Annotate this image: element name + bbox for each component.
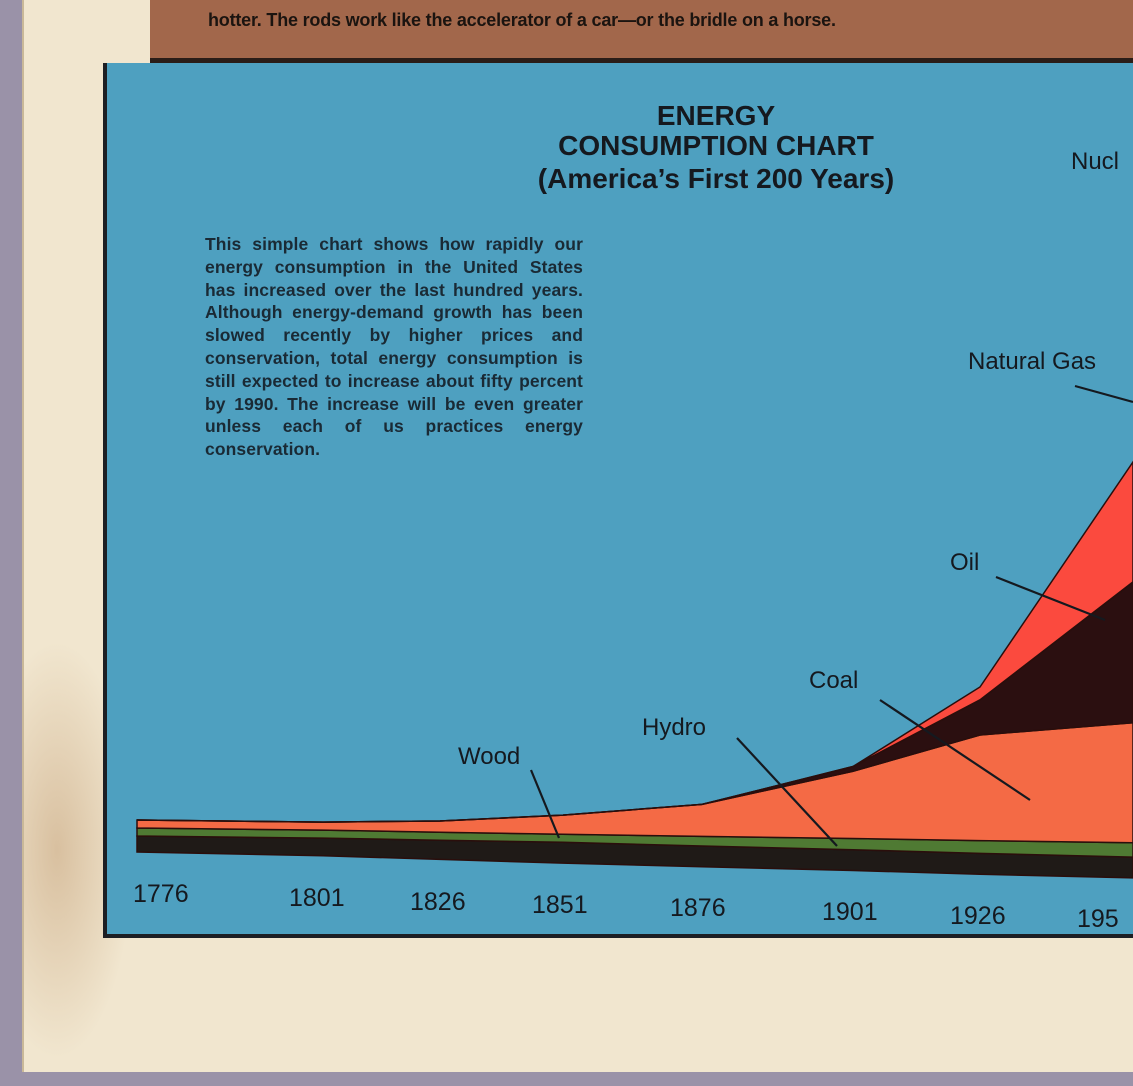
chart-title-line-1: ENERGY [656, 100, 776, 131]
series-label-natural-gas: Natural Gas [968, 348, 1097, 375]
chart-title-line-2: CONSUMPTION CHART [558, 130, 874, 161]
area-series-natural-gas [136, 460, 1133, 823]
x-tick-1776: 1776 [133, 880, 189, 908]
x-tick-1801: 1801 [289, 884, 345, 912]
series-label-wood: Wood [458, 743, 521, 770]
series-label-nuclear: Nucl [1071, 148, 1120, 175]
series-label-oil: Oil [950, 549, 980, 576]
leader-line-coal [879, 699, 1031, 801]
series-label-coal: Coal [809, 667, 859, 694]
x-tick-1851: 1851 [532, 891, 588, 919]
leader-line-hydro [736, 737, 838, 847]
chart-description: This simple chart shows how rapidly our … [205, 234, 583, 460]
x-tick-1826: 1826 [410, 888, 466, 916]
area-series-coal [136, 721, 1133, 844]
chart-title-line-3: (America’s First 200 Years) [537, 163, 895, 194]
leader-line-wood [529, 769, 561, 839]
x-tick-1951: 195 [1077, 905, 1119, 933]
x-tick-1926: 1926 [950, 902, 1006, 930]
leader-line-natural-gas [1074, 384, 1133, 404]
series-label-hydro: Hydro [642, 714, 707, 741]
x-tick-1876: 1876 [670, 894, 726, 922]
leader-line-oil [995, 575, 1106, 622]
x-tick-1901: 1901 [822, 898, 878, 926]
header-band: hotter. The rods work like the accelerat… [150, 0, 1133, 63]
header-text: hotter. The rods work like the accelerat… [208, 10, 836, 30]
